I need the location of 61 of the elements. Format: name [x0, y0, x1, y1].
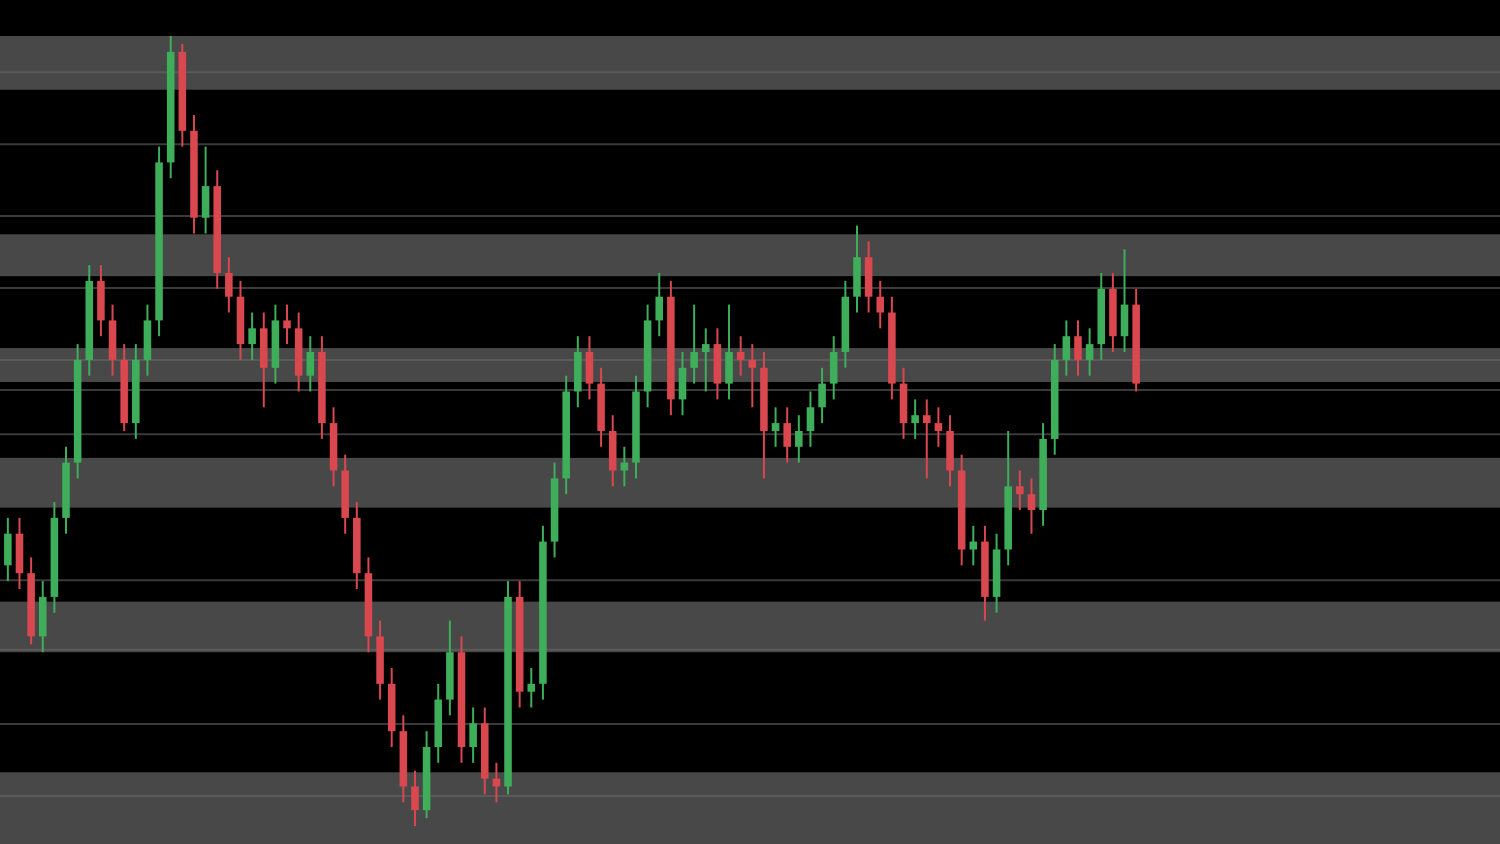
candlestick [946, 414, 954, 488]
candlestick [1120, 248, 1129, 353]
candlestick [1062, 319, 1071, 377]
candlestick [15, 516, 24, 590]
candlestick [899, 366, 908, 440]
candlestick [853, 224, 861, 314]
candlestick [585, 335, 594, 401]
candlestick [1109, 272, 1117, 353]
candlestick [143, 303, 152, 377]
candlestick [1027, 477, 1036, 535]
candlestick [748, 343, 757, 409]
candlestick [655, 272, 664, 338]
candlestick [934, 406, 943, 448]
candlestick [341, 453, 349, 535]
candlestick [411, 769, 419, 827]
candlestick [306, 335, 315, 393]
candlestick [992, 532, 1001, 614]
candlestick [38, 580, 47, 654]
candlestick [597, 366, 605, 448]
candlestick [690, 303, 698, 385]
candlestick [4, 516, 12, 583]
candlestick [864, 240, 873, 314]
candlestick [911, 398, 919, 440]
candlestick [248, 311, 256, 361]
candlestick [236, 279, 245, 361]
candlestick [806, 390, 815, 448]
candlestick [969, 524, 978, 567]
candlestick [294, 311, 303, 393]
candlestick [876, 279, 885, 330]
candlestick [108, 303, 117, 377]
candlestick [771, 406, 780, 448]
candlestick [527, 667, 536, 709]
candlestick [271, 303, 280, 385]
candlestick [701, 327, 710, 393]
candlestick [795, 414, 803, 464]
candlestick [434, 682, 443, 764]
candlestick [1016, 469, 1024, 511]
candlestick [376, 619, 384, 701]
candlestick [329, 406, 338, 488]
candlestick [713, 327, 722, 401]
candlestick [678, 351, 687, 417]
candlestick [608, 414, 617, 488]
candlestick [922, 398, 931, 480]
candlestick [201, 145, 210, 235]
candlestick [259, 311, 268, 409]
candlestick [783, 406, 791, 464]
candlestick [1085, 327, 1094, 377]
candlestick [736, 335, 745, 377]
candlestick [446, 619, 454, 717]
candlestick [574, 335, 582, 409]
candlestick [725, 303, 733, 401]
candlestick [225, 256, 233, 314]
candlestick [283, 303, 291, 346]
candlestick [387, 667, 396, 748]
candlestick [620, 445, 629, 488]
candlestick [1074, 319, 1082, 377]
candlestick [469, 706, 477, 764]
candlestick [97, 264, 105, 338]
candlestick [818, 366, 826, 425]
candlestick [492, 761, 501, 804]
candlestick [829, 335, 838, 401]
